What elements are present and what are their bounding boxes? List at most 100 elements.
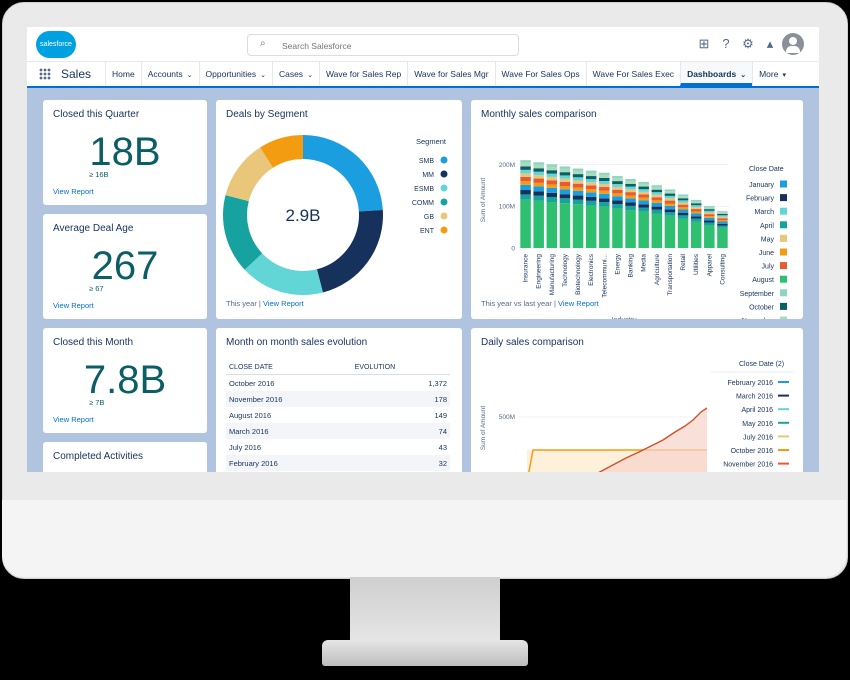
- bar-segment[interactable]: [599, 184, 610, 188]
- bar-segment[interactable]: [625, 183, 636, 187]
- column-header-evolution[interactable]: EVOLUTION: [351, 361, 450, 375]
- bar-segment[interactable]: [559, 198, 571, 204]
- bar-segment[interactable]: [704, 210, 715, 213]
- legend-swatch[interactable]: [440, 156, 448, 164]
- bar-segment[interactable]: [612, 200, 623, 205]
- bar-segment[interactable]: [717, 215, 728, 217]
- bar-segment[interactable]: [625, 202, 636, 206]
- bar-segment[interactable]: [651, 213, 663, 249]
- bar-segment[interactable]: [690, 209, 702, 212]
- bar-segment[interactable]: [625, 179, 636, 182]
- bar-segment[interactable]: [690, 213, 702, 217]
- bar-segment[interactable]: [717, 221, 728, 224]
- bar-segment[interactable]: [612, 193, 623, 197]
- bar-segment[interactable]: [625, 186, 636, 190]
- table-row[interactable]: October 2016 1,372: [226, 375, 450, 392]
- bar-segment[interactable]: [520, 199, 531, 248]
- bar-segment[interactable]: [704, 217, 715, 221]
- gear-icon[interactable]: ⚙: [742, 36, 754, 51]
- bar-segment[interactable]: [704, 209, 715, 211]
- bar-segment[interactable]: [717, 211, 728, 213]
- global-search[interactable]: ⌕: [247, 34, 519, 56]
- bar-segment[interactable]: [677, 204, 689, 208]
- bar-segment[interactable]: [651, 202, 663, 207]
- bar-segment[interactable]: [585, 170, 597, 173]
- bar-segment[interactable]: [664, 200, 676, 204]
- bar-segment[interactable]: [704, 216, 715, 218]
- bar-segment[interactable]: [638, 200, 649, 205]
- bar-segment[interactable]: [690, 218, 702, 222]
- bar-segment[interactable]: [664, 195, 676, 199]
- bar-segment[interactable]: [625, 192, 636, 196]
- bar-segment[interactable]: [559, 175, 571, 179]
- bar-segment[interactable]: [585, 189, 597, 193]
- bar-segment[interactable]: [677, 202, 689, 205]
- legend-swatch[interactable]: [780, 289, 787, 297]
- bar-segment[interactable]: [585, 182, 597, 186]
- chevron-down-icon[interactable]: ⌄: [260, 72, 266, 79]
- legend-swatch[interactable]: [440, 226, 448, 234]
- bar-segment[interactable]: [572, 183, 584, 188]
- bar-segment[interactable]: [717, 225, 728, 228]
- bar-segment[interactable]: [520, 184, 531, 191]
- bar-segment[interactable]: [520, 190, 531, 195]
- bar-segment[interactable]: [704, 206, 715, 208]
- bar-segment[interactable]: [704, 207, 715, 210]
- bar-segment[interactable]: [520, 194, 531, 200]
- bar-segment[interactable]: [520, 181, 531, 185]
- bar-segment[interactable]: [625, 181, 636, 184]
- bar-segment[interactable]: [704, 220, 715, 223]
- bar-segment[interactable]: [612, 176, 623, 179]
- bar-segment[interactable]: [664, 189, 676, 192]
- bar-segment[interactable]: [572, 177, 584, 181]
- bar-segment[interactable]: [572, 199, 584, 205]
- table-row[interactable]: August 2016 149: [226, 407, 450, 423]
- legend-swatch[interactable]: [780, 262, 787, 270]
- bar-segment[interactable]: [533, 175, 544, 179]
- bar-segment[interactable]: [546, 173, 558, 177]
- bar-segment[interactable]: [664, 193, 676, 196]
- bar-segment[interactable]: [690, 211, 702, 214]
- view-report-link[interactable]: View Report: [557, 299, 599, 308]
- bar-segment[interactable]: [677, 200, 689, 203]
- bar-segment[interactable]: [559, 181, 571, 187]
- bar-segment[interactable]: [599, 193, 610, 199]
- bar-segment[interactable]: [690, 216, 702, 219]
- bar-segment[interactable]: [612, 186, 623, 190]
- bar-segment[interactable]: [585, 200, 597, 206]
- tab-cases[interactable]: Cases ⌄: [271, 62, 319, 86]
- salesforce-logo[interactable]: salesforce: [36, 31, 76, 58]
- bar-segment[interactable]: [572, 190, 584, 196]
- table-row[interactable]: July 2016 43: [226, 439, 450, 455]
- bar-segment[interactable]: [533, 195, 544, 201]
- legend-swatch[interactable]: [780, 275, 787, 283]
- bar-segment[interactable]: [585, 172, 597, 177]
- bar-segment[interactable]: [651, 192, 663, 195]
- bar-segment[interactable]: [717, 216, 728, 219]
- bar-segment[interactable]: [520, 169, 531, 174]
- bar-segment[interactable]: [559, 189, 571, 195]
- bar-segment[interactable]: [612, 208, 623, 248]
- bar-segment[interactable]: [585, 176, 597, 180]
- bar-segment[interactable]: [533, 171, 544, 176]
- bar-segment[interactable]: [638, 191, 649, 195]
- bar-segment[interactable]: [638, 186, 649, 190]
- bar-segment[interactable]: [599, 187, 610, 191]
- bar-segment[interactable]: [677, 207, 689, 210]
- bar-segment[interactable]: [599, 202, 610, 207]
- bar-segment[interactable]: [704, 212, 715, 215]
- view-report-link[interactable]: View Report: [262, 299, 304, 308]
- view-report-link[interactable]: View Report: [53, 301, 94, 310]
- bar-segment[interactable]: [599, 190, 610, 194]
- column-header-close-date[interactable]: CLOSE DATE: [226, 361, 352, 375]
- bar-segment[interactable]: [546, 192, 558, 197]
- bar-segment[interactable]: [546, 184, 558, 188]
- bar-segment[interactable]: [612, 196, 623, 201]
- bar-segment[interactable]: [625, 210, 636, 248]
- table-row[interactable]: November 2016 178: [226, 391, 450, 407]
- donut-slice-mm[interactable]: [316, 209, 383, 293]
- donut-slice-comm[interactable]: [223, 195, 263, 270]
- bar-segment[interactable]: [638, 204, 649, 208]
- bar-segment[interactable]: [638, 194, 649, 198]
- bar-segment[interactable]: [664, 191, 676, 194]
